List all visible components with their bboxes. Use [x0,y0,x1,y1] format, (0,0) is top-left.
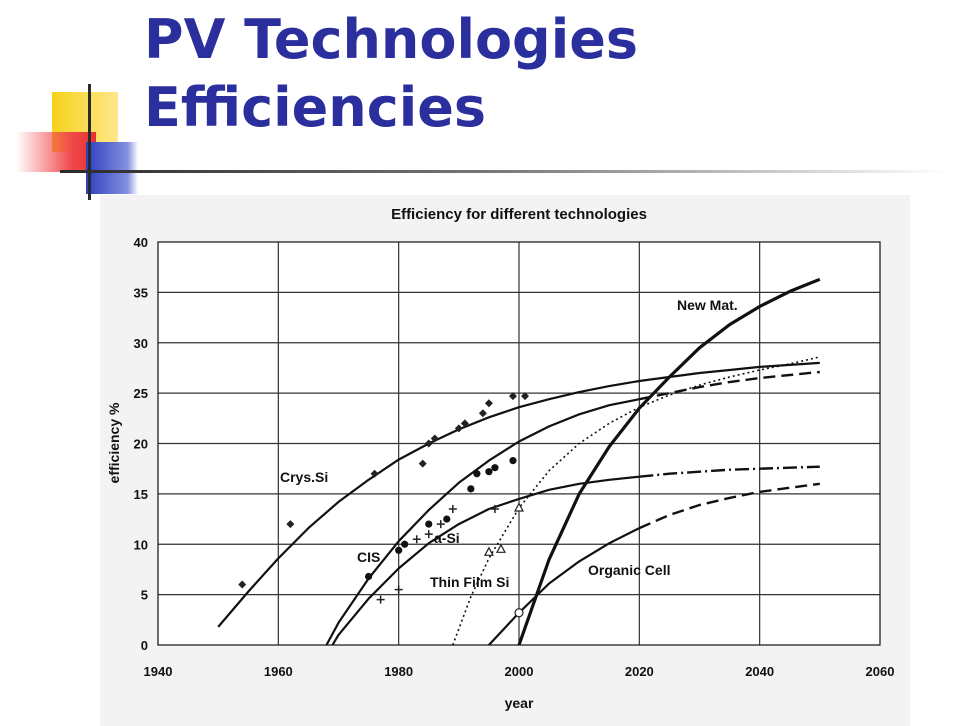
marker-crys-si-11 [521,392,530,401]
x-tick-label-2040: 2040 [745,664,774,679]
marker-cis-7 [485,468,493,476]
marker-cis-1 [395,546,403,554]
x-tick-label-2000: 2000 [505,664,534,679]
slide-title: PV Technologies Efficiencies [144,6,638,142]
marker-crys-si-5 [430,434,439,443]
marker-cis-6 [473,470,481,478]
series-label-new-mat: New Mat. [677,297,738,313]
marker-crys-si-6 [454,424,463,433]
marker-a-si-2 [412,535,421,544]
marker-organic-cell-0 [514,608,524,618]
series-labels: Crys.Si CIS a-Si Thin Film Si Organic Ce… [280,297,738,590]
marker-crys-si-0 [238,580,247,589]
marker-cis-0 [364,572,373,581]
slide-title-line-1: PV Technologies [144,8,638,71]
marker-a-si-0 [376,595,385,604]
series-line-organic-cell [488,527,640,646]
x-tick-label-1960: 1960 [264,664,293,679]
marker-cis-9 [509,457,517,465]
chart-title: Efficiency for different technologies [391,206,647,223]
slide-title-line-2: Efficiencies [144,76,486,139]
marker-crys-si-8 [478,409,487,418]
marker-a-si-4 [436,520,445,529]
tick-labels: 1940 1960 1980 2000 2020 2040 2060 0 5 10 15 20 25 30… [134,235,895,679]
marker-crys-si-1 [286,520,295,529]
y-tick-label-5: 5 [141,588,148,603]
y-tick-label-35: 35 [134,285,148,300]
series-label-organic-cell: Organic Cell [588,562,670,578]
title-underline-rule [60,170,950,173]
x-axis-label: year [505,695,534,711]
series-label-crys-si: Crys.Si [280,469,328,485]
marker-crys-si-3 [418,459,427,468]
x-tick-label-2060: 2060 [866,664,895,679]
efficiency-chart: 1940 1960 1980 2000 2020 2040 2060 0 5 10 15 20 25 30… [100,195,910,726]
x-tick-label-1980: 1980 [384,664,413,679]
series-label-a-si: a-Si [434,530,460,546]
chart-container: 1940 1960 1980 2000 2020 2040 2060 0 5 10 15 20 25 30… [100,195,910,726]
grid-lines [158,242,880,645]
series-projection-a-si [639,465,820,478]
marker-thin-film-si-1 [495,543,506,553]
marker-crys-si-10 [508,392,517,401]
series-line-cis [325,398,640,646]
marker-cis-5 [467,485,475,493]
series-lines [217,277,821,646]
y-tick-label-0: 0 [141,638,148,653]
x-tick-label-1940: 1940 [144,664,173,679]
marker-cis-3 [425,520,433,528]
marker-cis-2 [401,540,409,548]
series-projection-organic-cell [638,482,820,530]
blue-square-decoration [86,142,138,194]
y-tick-label-20: 20 [134,437,148,452]
marker-crys-si-9 [484,399,493,408]
series-label-cis: CIS [357,549,380,565]
x-tick-label-2020: 2020 [625,664,654,679]
y-tick-label-10: 10 [134,537,148,552]
series-line-crys-si [217,361,820,628]
marker-cis-4 [443,515,451,523]
marker-thin-film-si-2 [514,502,524,512]
marker-crys-si-2 [370,469,379,478]
y-tick-label-40: 40 [134,235,148,250]
marker-crys-si-4 [424,439,433,448]
vertical-rule-decoration [88,84,91,200]
data-markers [238,392,530,618]
marker-a-si-3 [424,530,433,539]
y-tick-label-30: 30 [134,336,148,351]
marker-a-si-5 [448,504,457,513]
marker-cis-8 [491,464,499,472]
marker-a-si-1 [394,585,403,594]
y-tick-label-25: 25 [134,386,148,401]
plot-frame [157,241,881,646]
y-axis-label: efficiency % [106,402,122,483]
marker-thin-film-si-0 [483,546,494,556]
series-line-new-mat [517,277,821,646]
y-tick-label-15: 15 [134,487,148,502]
marker-a-si-6 [490,504,499,513]
series-projection-cis [639,370,820,401]
marker-crys-si-7 [460,419,469,428]
series-label-thin-film-si: Thin Film Si [430,574,509,590]
red-square-decoration [16,132,96,172]
